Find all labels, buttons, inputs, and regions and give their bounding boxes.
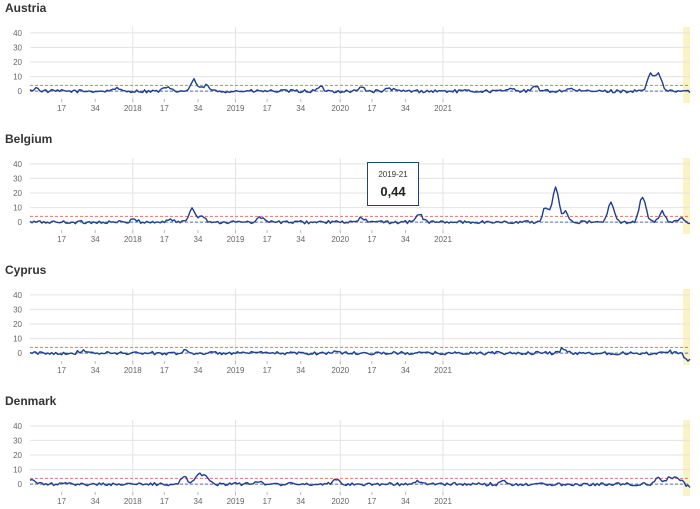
y-tick-label: 10 xyxy=(13,335,22,344)
x-tick-label: 17 xyxy=(160,366,169,375)
x-tick-label: 2018 xyxy=(124,497,142,506)
x-tick-label: 2019 xyxy=(227,104,245,113)
x-tick-label: 17 xyxy=(57,235,66,244)
x-tick-label: 17 xyxy=(367,104,376,113)
x-tick-label: 2021 xyxy=(434,235,452,244)
x-tick-label: 34 xyxy=(91,235,100,244)
y-tick-label: 20 xyxy=(13,58,22,67)
x-tick-label: 17 xyxy=(367,366,376,375)
x-tick-label: 17 xyxy=(263,497,272,506)
x-tick-label: 34 xyxy=(296,366,305,375)
y-tick-label: 40 xyxy=(13,29,22,38)
x-tick-label: 34 xyxy=(91,104,100,113)
chart-title: Belgium xyxy=(5,132,52,146)
y-tick-label: 30 xyxy=(13,43,22,52)
y-tick-label: 30 xyxy=(13,305,22,314)
x-tick-label: 2019 xyxy=(227,366,245,375)
y-tick-label: 30 xyxy=(13,436,22,445)
x-tick-label: 2019 xyxy=(227,497,245,506)
x-tick-label: 17 xyxy=(263,235,272,244)
latest-weeks-highlight xyxy=(683,27,690,103)
series-line xyxy=(29,72,691,94)
y-tick-label: 40 xyxy=(13,160,22,169)
x-tick-label: 2020 xyxy=(331,497,349,506)
y-tick-label: 0 xyxy=(18,480,23,489)
y-tick-label: 20 xyxy=(13,451,22,460)
x-tick-label: 34 xyxy=(401,235,410,244)
latest-weeks-highlight xyxy=(683,158,690,234)
x-tick-label: 17 xyxy=(367,235,376,244)
y-tick-label: 0 xyxy=(18,218,23,227)
y-tick-label: 0 xyxy=(18,87,23,96)
x-tick-label: 17 xyxy=(57,104,66,113)
tooltip-value: 0,44 xyxy=(380,184,406,199)
x-tick-label: 2021 xyxy=(434,104,452,113)
x-tick-label: 2021 xyxy=(434,366,452,375)
x-tick-label: 34 xyxy=(401,497,410,506)
x-tick-label: 34 xyxy=(296,104,305,113)
x-tick-label: 2018 xyxy=(124,104,142,113)
latest-weeks-highlight xyxy=(683,289,690,365)
x-tick-label: 34 xyxy=(194,235,203,244)
x-tick-label: 34 xyxy=(91,366,100,375)
x-tick-label: 2020 xyxy=(331,104,349,113)
y-tick-label: 10 xyxy=(13,466,22,475)
y-tick-label: 20 xyxy=(13,189,22,198)
x-tick-label: 34 xyxy=(296,497,305,506)
hover-tooltip: 2019-21 0,44 xyxy=(367,162,419,206)
x-tick-label: 17 xyxy=(263,104,272,113)
series-line xyxy=(29,186,691,225)
x-tick-label: 34 xyxy=(296,235,305,244)
tooltip-week: 2019-21 xyxy=(378,170,408,179)
x-tick-label: 2020 xyxy=(331,366,349,375)
chart-panel-belgium: Belgium 40 30 20 10 0 17 34 2018 17 34 2019 17 34 2020… xyxy=(5,132,691,244)
x-tick-label: 2018 xyxy=(124,235,142,244)
x-tick-label: 17 xyxy=(263,366,272,375)
y-tick-label: 40 xyxy=(13,422,22,431)
x-tick-label: 17 xyxy=(160,497,169,506)
x-tick-label: 17 xyxy=(160,235,169,244)
chart-title: Austria xyxy=(5,1,47,15)
x-tick-label: 17 xyxy=(57,366,66,375)
latest-weeks-highlight xyxy=(683,420,690,496)
x-tick-label: 2019 xyxy=(227,235,245,244)
x-tick-label: 17 xyxy=(367,497,376,506)
x-tick-label: 34 xyxy=(194,366,203,375)
series-line xyxy=(29,347,691,362)
y-tick-label: 40 xyxy=(13,291,22,300)
x-tick-label: 34 xyxy=(194,104,203,113)
chart-panel-denmark: Denmark 40 30 20 10 0 17 34 2018 17 34 2019 17 34 2020… xyxy=(5,394,691,506)
x-tick-label: 34 xyxy=(194,497,203,506)
x-tick-label: 17 xyxy=(160,104,169,113)
chart-title: Denmark xyxy=(5,394,57,408)
y-tick-label: 20 xyxy=(13,320,22,329)
x-tick-label: 34 xyxy=(91,497,100,506)
y-tick-label: 10 xyxy=(13,204,22,213)
y-tick-label: 30 xyxy=(13,174,22,183)
series-line xyxy=(29,472,691,488)
chart-panel-austria: Austria 40 30 20 10 0 17 34 2018 17 34 2019 17 34 2020… xyxy=(5,1,691,113)
x-tick-label: 2020 xyxy=(331,235,349,244)
x-tick-label: 17 xyxy=(57,497,66,506)
x-tick-label: 2021 xyxy=(434,497,452,506)
x-tick-label: 34 xyxy=(401,104,410,113)
y-tick-label: 0 xyxy=(18,349,23,358)
chart-panel-cyprus: Cyprus 40 30 20 10 0 17 34 2018 17 34 2019 17 34 2020 1… xyxy=(5,263,691,375)
x-tick-label: 2018 xyxy=(124,366,142,375)
x-tick-label: 34 xyxy=(401,366,410,375)
y-tick-label: 10 xyxy=(13,73,22,82)
chart-title: Cyprus xyxy=(5,263,47,277)
